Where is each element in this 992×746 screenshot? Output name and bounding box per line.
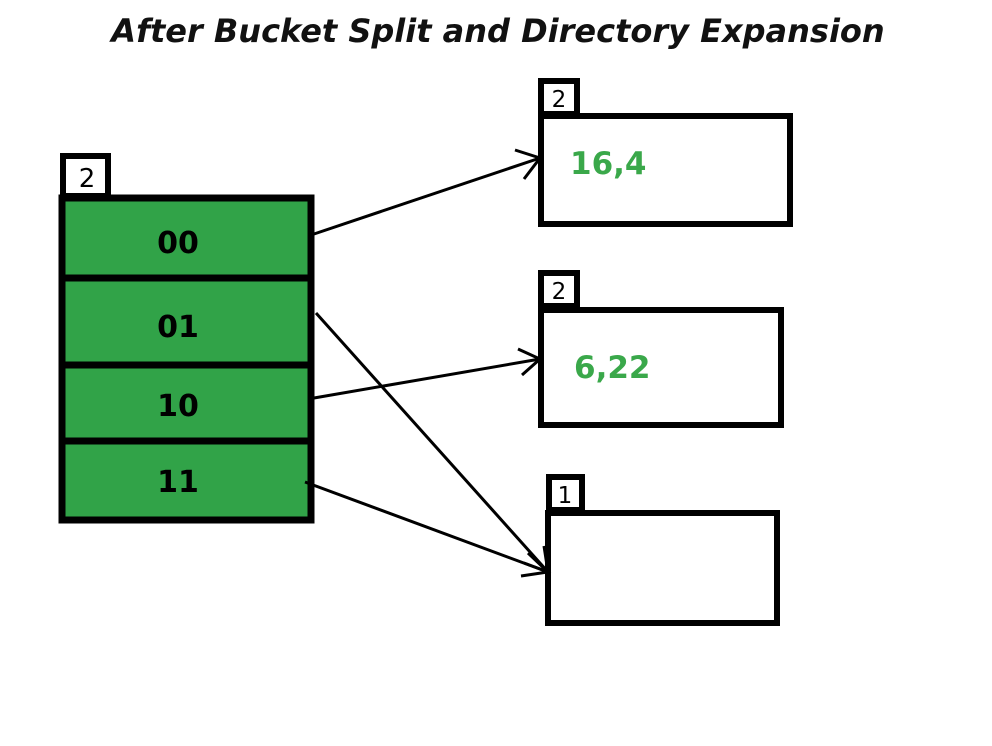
arrow-10-to-bucket-b	[313, 347, 543, 400]
arrow-00-to-bucket-a	[313, 148, 543, 236]
directory-global-depth-box: 2	[60, 153, 111, 199]
arrow-11-to-bucket-c	[304, 480, 552, 578]
directory-slot-label: 10	[157, 389, 199, 424]
bucket-a: 2 16,4	[538, 78, 793, 227]
bucket-b-box	[538, 307, 784, 428]
bucket-b-local-depth: 2	[552, 279, 567, 305]
directory: 00 01 10 11	[58, 194, 315, 524]
bucket-c: 1	[545, 474, 780, 626]
diagram-title: After Bucket Split and Directory Expansi…	[108, 12, 884, 50]
directory-slot-label: 11	[157, 465, 199, 500]
pointer-arrows	[304, 148, 552, 578]
directory-slot-label: 00	[157, 226, 199, 261]
bucket-c-local-depth: 1	[558, 483, 573, 509]
arrow-01-to-bucket-c	[314, 311, 550, 575]
bucket-a-local-depth: 2	[552, 87, 567, 113]
bucket-b: 2 6,22	[538, 270, 784, 428]
directory-slot-label: 01	[157, 310, 199, 345]
bucket-a-box	[538, 113, 793, 227]
directory-slot-10: 10	[58, 361, 315, 445]
directory-slot-00: 00	[58, 194, 315, 282]
directory-slot-11: 11	[58, 437, 315, 524]
bucket-a-contents: 16,4	[570, 146, 647, 182]
directory-slot-01: 01	[58, 274, 315, 369]
bucket-c-box	[545, 510, 780, 626]
directory-global-depth: 2	[79, 164, 96, 194]
bucket-a-depth-box	[538, 78, 580, 117]
bucket-b-contents: 6,22	[574, 350, 651, 386]
bucket-b-depth-box	[538, 270, 580, 309]
